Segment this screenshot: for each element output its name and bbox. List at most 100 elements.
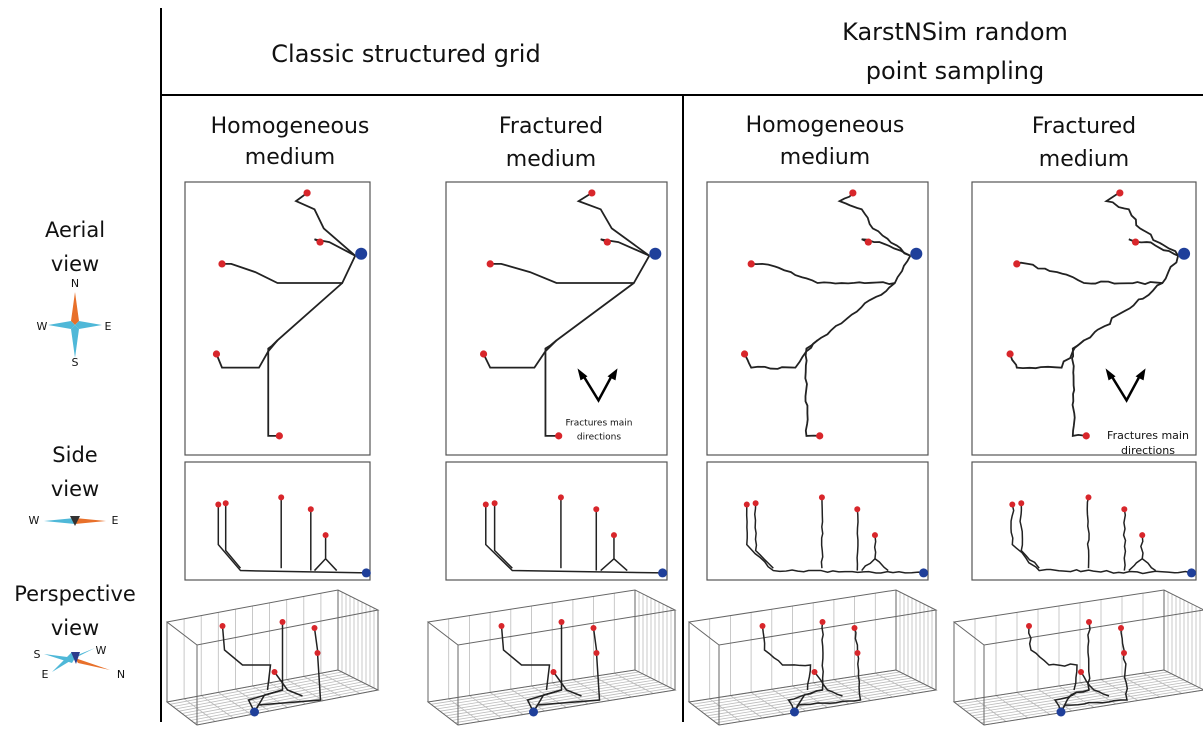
grid-line — [854, 676, 893, 698]
grid-line — [184, 681, 363, 717]
inlet — [271, 669, 278, 675]
outlet — [1056, 707, 1066, 717]
panel — [971, 181, 1197, 456]
grid-line — [971, 681, 1189, 717]
grid-line — [833, 679, 872, 701]
column-header: KarstNSim random — [842, 18, 1068, 46]
inlet — [307, 506, 314, 513]
inlet — [1121, 506, 1128, 513]
inlet — [1121, 650, 1127, 656]
conduit — [1016, 255, 1179, 286]
conduit — [493, 503, 513, 569]
outlet — [361, 568, 371, 578]
inlet — [314, 650, 321, 656]
panel — [445, 181, 668, 456]
grid-line — [709, 683, 925, 719]
inlet — [1026, 623, 1032, 629]
outlet — [250, 707, 259, 717]
box-edge — [426, 669, 677, 726]
conduit — [793, 621, 824, 713]
inlet — [303, 189, 311, 197]
inlet — [550, 669, 557, 675]
annotation: Fractures main — [1107, 429, 1189, 442]
grid-line — [1079, 682, 1117, 705]
conduit — [1080, 671, 1110, 697]
compass — [44, 648, 110, 672]
conduit — [267, 282, 343, 437]
inlet — [558, 619, 565, 625]
conduit — [787, 689, 823, 713]
conduit — [215, 339, 279, 369]
conduit — [485, 504, 663, 574]
row-label: Perspective — [14, 582, 136, 606]
compass-label: E — [42, 668, 49, 681]
panel — [184, 461, 371, 581]
grid-line — [445, 681, 660, 717]
row-label: view — [51, 252, 99, 276]
grid-line — [303, 676, 342, 698]
box-edge — [952, 669, 1203, 726]
inlet — [479, 350, 488, 358]
conduit — [313, 535, 327, 572]
conduit — [544, 282, 635, 437]
conduit — [1027, 625, 1078, 691]
inlet — [557, 494, 564, 501]
inlet — [854, 650, 861, 656]
panel — [971, 461, 1197, 581]
grid-line — [1121, 676, 1161, 698]
grid-line — [181, 679, 359, 714]
conduit — [600, 535, 615, 572]
inlet — [752, 500, 759, 507]
inlet — [311, 625, 318, 631]
sub-header: medium — [506, 147, 596, 172]
grid-line — [442, 679, 656, 714]
conduit — [490, 255, 651, 284]
inlet — [1009, 501, 1016, 508]
inlet — [818, 494, 825, 501]
inlet — [743, 501, 750, 508]
compass — [44, 516, 106, 526]
row-label: Side — [52, 443, 97, 467]
compass-label: W — [29, 514, 40, 527]
inlet — [482, 501, 489, 508]
inlet — [747, 260, 755, 268]
compass-label: E — [105, 320, 112, 333]
inlet — [322, 532, 329, 539]
conduit — [273, 671, 303, 697]
column-header: point sampling — [866, 57, 1044, 85]
arrow-head — [577, 368, 588, 381]
conduit — [1141, 558, 1157, 572]
conduit — [222, 255, 357, 284]
grid-line — [812, 682, 850, 705]
grid-line — [614, 672, 654, 694]
conduit — [1122, 509, 1127, 571]
inlet — [849, 189, 857, 197]
panel — [706, 181, 929, 456]
outlet — [919, 568, 929, 578]
conduit — [552, 671, 582, 697]
conduit — [1010, 504, 1192, 575]
box-edge — [687, 669, 938, 726]
sub-header: Fractured — [499, 114, 603, 139]
sub-header: Homogeneous — [746, 113, 905, 138]
inlet — [1078, 669, 1084, 675]
conduit — [1019, 503, 1040, 569]
inlet — [1116, 189, 1124, 197]
inlet — [555, 432, 563, 440]
conduit — [813, 671, 843, 697]
annotation: directions — [1121, 444, 1175, 457]
inlet — [1006, 350, 1014, 358]
conduit — [820, 497, 824, 569]
conduit — [761, 625, 812, 691]
inlet — [593, 506, 600, 513]
conduit — [743, 339, 819, 370]
inlet — [1086, 619, 1092, 625]
conduit — [1086, 497, 1090, 569]
row-label: Aerial — [45, 218, 105, 242]
conduit — [1128, 535, 1144, 572]
inlet — [498, 623, 505, 629]
inlet — [316, 238, 324, 246]
conduit — [1053, 689, 1090, 713]
compass — [48, 292, 102, 358]
arrow-head — [1105, 368, 1116, 381]
